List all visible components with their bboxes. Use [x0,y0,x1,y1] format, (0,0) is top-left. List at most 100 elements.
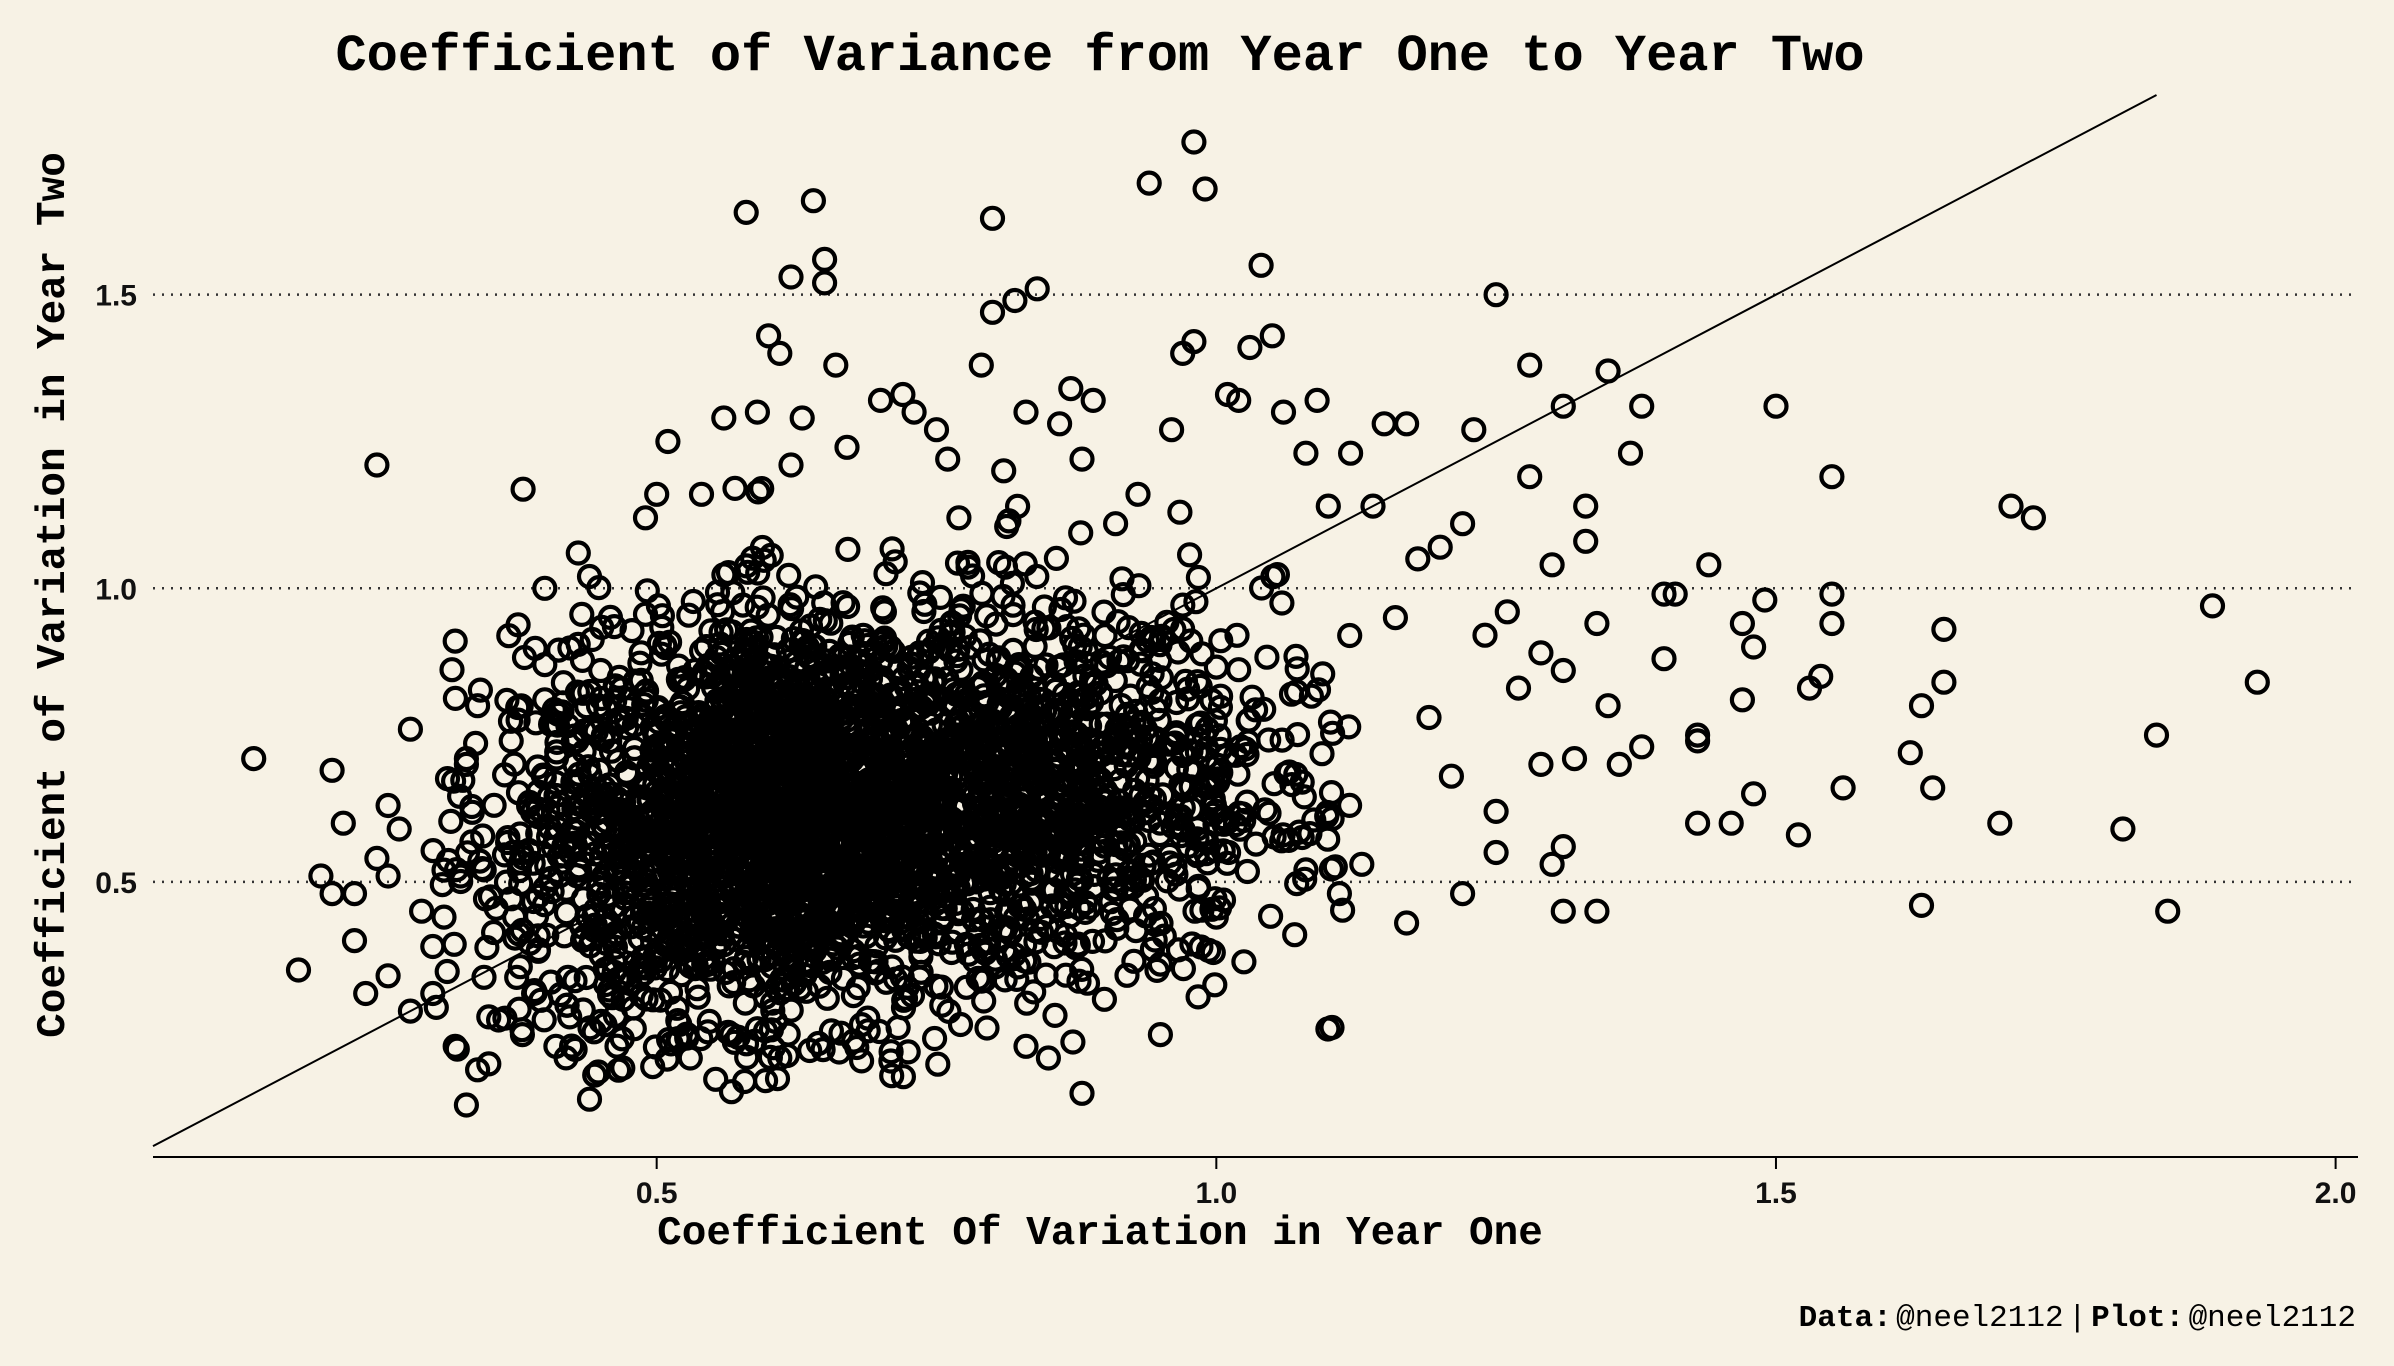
data-point [649,614,675,641]
data-point [749,476,775,502]
data-point [767,340,793,366]
data-point [910,802,936,828]
data-point [1349,851,1375,877]
data-point [577,761,603,788]
data-point [722,475,748,501]
data-point [495,824,521,851]
data-point [1259,323,1285,349]
data-point [1001,942,1028,968]
data-point [470,823,496,849]
data-point [1284,721,1311,748]
data-point [1269,590,1295,616]
data-point [465,693,491,719]
data-point [420,933,446,960]
data-point [1329,897,1356,923]
data-point [676,602,702,628]
data-point [1416,704,1442,731]
data-point [1079,928,1106,955]
data-point [1740,781,1767,807]
data-point [939,929,965,955]
data-point [1163,861,1189,887]
data-point [1161,616,1187,643]
data-point [987,876,1014,902]
data-point [1270,399,1297,425]
data-point [627,650,653,676]
data-point [610,986,636,1012]
data-point [997,826,1024,853]
data-point [855,1005,881,1031]
data-point [755,323,782,349]
y-tick-label: 1.0 [95,573,137,606]
data-point [655,428,681,455]
data-point [733,199,759,225]
data-point [364,845,390,872]
data-point [761,642,787,668]
data-point [737,760,763,786]
data-point [532,575,558,601]
data-point [923,417,950,443]
data-point [1319,720,1346,746]
data-point [1066,968,1092,994]
data-point [1069,446,1095,472]
data-point [685,737,711,764]
data-point [688,481,715,507]
data-point [885,1014,911,1041]
data-point [909,569,936,596]
data-point [570,997,596,1023]
data-point [471,964,497,990]
data-point [628,640,654,666]
data-point [901,399,927,425]
data-point [744,399,771,425]
data-point [1122,828,1148,855]
data-point [1114,962,1140,988]
data-point [1110,581,1136,608]
data-point [811,246,838,272]
data-point [341,880,368,907]
data-point [756,903,783,929]
data-point [1203,904,1229,930]
data-point [612,885,638,911]
data-point [1000,796,1027,823]
data-point [608,797,635,823]
data-point [1505,675,1532,701]
data-point [1058,736,1084,762]
data-point [696,1008,722,1035]
data-point [733,944,760,971]
data-point [1830,775,1856,801]
data-point [861,851,887,878]
data-point [2244,669,2270,695]
data-point [1223,742,1249,768]
data-point [1068,520,1094,546]
data-point [1908,693,1935,719]
data-point [770,941,796,967]
data-point [673,929,699,955]
data-point [835,536,861,563]
data-point [1208,628,1234,654]
data-point [773,944,799,970]
data-point [1289,769,1315,795]
data-point [992,967,1018,993]
data-point [776,562,802,589]
data-point [1539,552,1565,578]
data-point [434,765,461,792]
y-tick-label: 1.5 [95,280,137,313]
data-point [498,728,524,754]
data-point [582,1062,608,1088]
data-point [1252,797,1278,823]
x-axis-ticks: 0.5 1.0 1.5 2.0 [636,1157,2356,1210]
x-tick-label: 1.5 [1755,1177,1797,1210]
data-point [543,794,570,820]
data-point [914,840,940,866]
data-point [1550,657,1576,684]
data-point [644,481,670,507]
data-point [911,813,937,839]
data-point [842,801,868,827]
data-point [1550,393,1576,419]
data-point [746,810,772,837]
data-point [502,925,528,951]
data-point [745,479,771,505]
data-point [711,405,737,431]
data-point [953,974,980,1000]
data-point [708,640,734,666]
data-point [2020,505,2047,531]
